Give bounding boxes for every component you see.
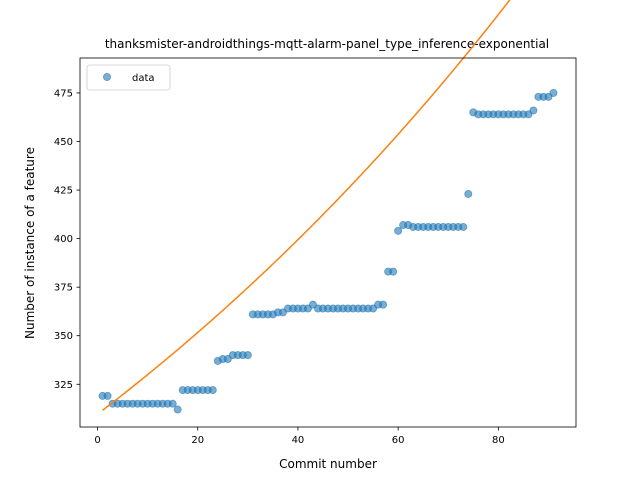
y-tick-label: 325: [54, 380, 73, 391]
y-tick-label: 375: [54, 283, 73, 294]
data-point: [243, 351, 252, 360]
legend: data: [86, 64, 171, 91]
axes-frame: [79, 57, 577, 428]
y-axis: 325 350 375 400 425 450 475: [54, 88, 80, 391]
data-point: [529, 106, 538, 115]
data-point: [168, 399, 177, 408]
data-point: [379, 300, 388, 309]
legend-label: data: [132, 73, 155, 84]
plot-area: [79, 0, 577, 428]
y-tick-label: 450: [54, 137, 73, 148]
chart-title: thanksmister-androidthings-mqtt-alarm-pa…: [105, 37, 549, 51]
y-axis-label: Number of instance of a feature: [23, 147, 37, 339]
data-point: [394, 226, 403, 235]
legend-box: [86, 64, 171, 91]
data-point: [103, 391, 112, 400]
x-tick-label: 0: [94, 435, 100, 446]
data-point: [208, 386, 217, 395]
x-tick-label: 60: [392, 435, 405, 446]
data-point: [549, 88, 558, 97]
y-tick-label: 400: [54, 234, 73, 245]
x-tick-label: 20: [191, 435, 204, 446]
x-tick-label: 80: [492, 435, 505, 446]
x-axis-label: Commit number: [279, 457, 377, 471]
data-point: [173, 405, 182, 414]
y-tick-label: 425: [54, 186, 73, 197]
x-tick-label: 40: [292, 435, 305, 446]
data-point: [464, 189, 473, 198]
legend-marker: [103, 73, 112, 82]
x-axis: 0 20 40 60 80: [94, 427, 505, 446]
data-point: [459, 222, 468, 231]
y-tick-label: 475: [54, 88, 73, 99]
y-tick-label: 350: [54, 331, 73, 342]
fit-line: [102, 0, 511, 411]
data-point: [389, 267, 398, 276]
